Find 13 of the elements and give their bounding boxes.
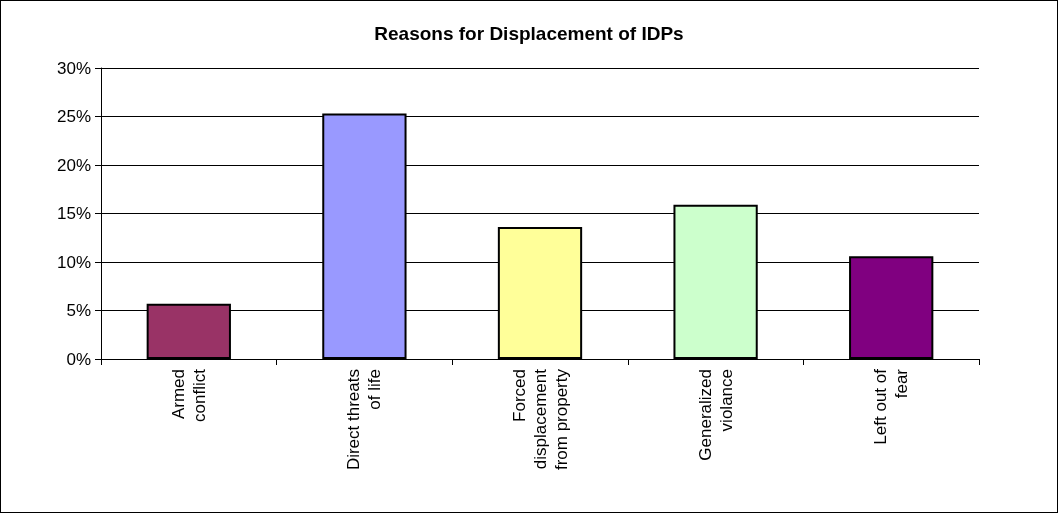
y-tick-label: 25% bbox=[56, 107, 91, 126]
x-tick-label: Direct threats of life bbox=[344, 369, 385, 471]
x-tick-label: Armed conflict bbox=[168, 368, 209, 422]
y-tick-label: 0% bbox=[66, 349, 91, 369]
chart-title: Reasons for Displacement of IDPs bbox=[374, 23, 684, 44]
y-tick-label: 10% bbox=[56, 252, 91, 272]
x-tick-label: Generalized violance bbox=[695, 369, 736, 461]
x-tick-label: Left out of fear bbox=[871, 368, 912, 445]
x-tick-label: Forced displacement from property bbox=[509, 368, 571, 471]
y-tick-label: 5% bbox=[66, 301, 91, 320]
y-tick-label: 20% bbox=[56, 155, 91, 175]
y-tick-label: 30% bbox=[56, 58, 91, 78]
y-tick-label: 15% bbox=[56, 204, 91, 223]
